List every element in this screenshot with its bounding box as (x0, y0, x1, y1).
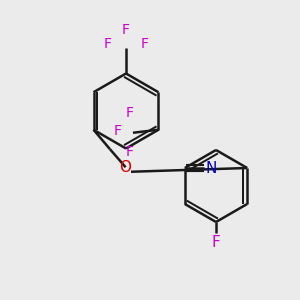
Text: N: N (206, 160, 217, 175)
Text: F: F (140, 38, 148, 51)
Text: O: O (120, 160, 132, 175)
Text: F: F (114, 124, 122, 138)
Text: F: F (125, 146, 134, 159)
Text: F: F (125, 106, 134, 120)
Text: F: F (122, 22, 130, 37)
Text: F: F (212, 235, 220, 250)
Text: F: F (103, 38, 112, 51)
